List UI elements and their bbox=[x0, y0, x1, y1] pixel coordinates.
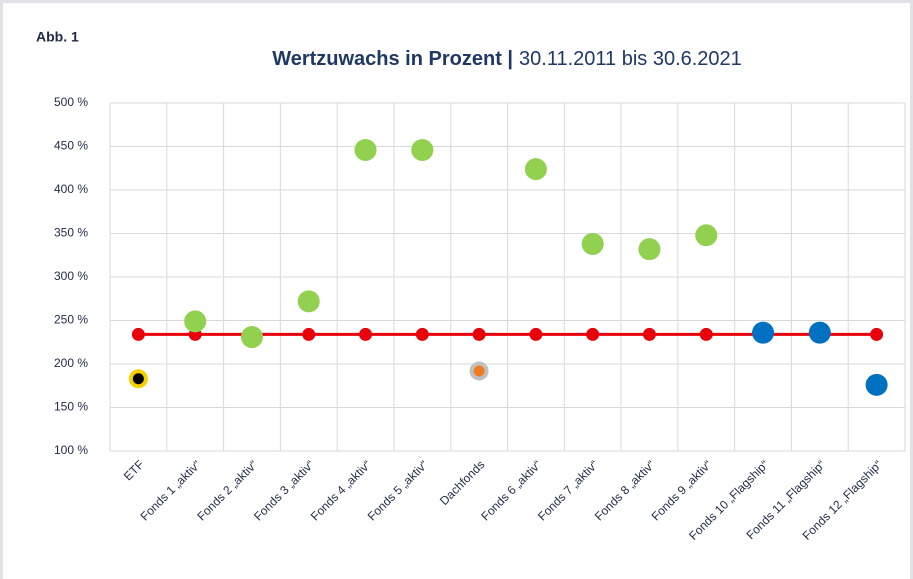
data-point bbox=[581, 232, 604, 255]
benchmark-point bbox=[870, 327, 884, 341]
benchmark-point bbox=[359, 327, 373, 341]
data-point bbox=[240, 326, 263, 349]
benchmark-point bbox=[529, 327, 543, 341]
y-tick-label: 450 % bbox=[54, 139, 88, 153]
benchmark-point bbox=[699, 327, 713, 341]
y-tick-label: 300 % bbox=[54, 269, 88, 283]
data-point bbox=[752, 321, 775, 344]
title: Wertzuwachs in Prozent | bbox=[272, 48, 513, 70]
x-tick-label: ETF bbox=[121, 457, 147, 483]
data-point bbox=[469, 361, 489, 381]
figure-label: Abb. 1 bbox=[36, 29, 79, 45]
benchmark-point bbox=[131, 327, 145, 341]
data-point bbox=[354, 138, 377, 161]
y-tick-label: 400 % bbox=[54, 182, 88, 196]
benchmark-point bbox=[586, 327, 600, 341]
benchmark-point bbox=[302, 327, 316, 341]
subtitle: 30.11.2011 bis 30.6.2021 bbox=[519, 48, 742, 70]
y-tick-label: 200 % bbox=[54, 356, 88, 370]
y-tick-label: 500 % bbox=[54, 95, 88, 109]
data-point bbox=[128, 369, 148, 389]
data-point bbox=[184, 310, 207, 333]
y-tick-label: 350 % bbox=[54, 226, 88, 240]
data-point bbox=[865, 373, 888, 396]
benchmark-point bbox=[415, 327, 429, 341]
benchmark-point bbox=[642, 327, 656, 341]
y-tick-label: 100 % bbox=[54, 443, 88, 457]
y-tick-label: 250 % bbox=[54, 313, 88, 327]
data-point bbox=[808, 321, 831, 344]
x-tick-label: Fonds 5 „aktiv“ bbox=[365, 457, 431, 523]
data-point bbox=[695, 224, 718, 247]
data-point bbox=[638, 238, 661, 261]
data-point bbox=[524, 158, 547, 181]
data-point bbox=[297, 290, 320, 313]
x-tick-label: Dachfonds bbox=[437, 457, 487, 507]
y-tick-label: 150 % bbox=[54, 400, 88, 414]
benchmark-point bbox=[472, 327, 486, 341]
chart-title: Wertzuwachs in Prozent | 30.11.2011 bis 3… bbox=[272, 48, 742, 70]
data-point bbox=[411, 138, 434, 161]
